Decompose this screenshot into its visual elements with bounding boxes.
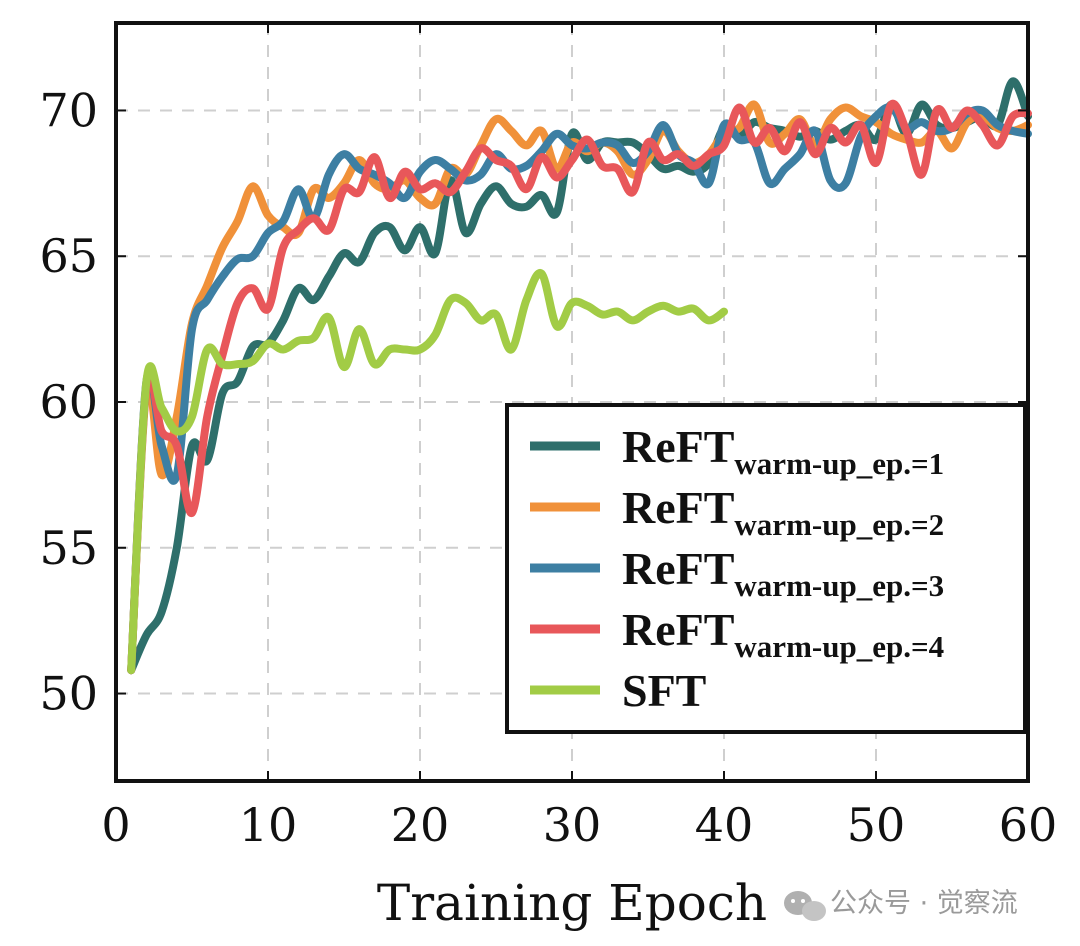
wechat-icon <box>784 891 826 921</box>
watermark: 公众号 · 觉察流 <box>784 888 1018 921</box>
series-line-sft <box>127 269 728 675</box>
legend-entry-label: ReFTwarm-up_ep.=1 <box>622 421 944 481</box>
axis-ticks: 0 10 20 30 40 50 60 50 55 60 65 70 <box>39 23 1057 852</box>
x-tick-label: 10 <box>239 798 298 852</box>
y-tick-label: 70 <box>39 83 98 137</box>
legend-entry-label: ReFTwarm-up_ep.=2 <box>622 482 944 542</box>
legend: ReFTwarm-up_ep.=1ReFTwarm-up_ep.=2ReFTwa… <box>505 403 1027 734</box>
legend-entry-label: ReFTwarm-up_ep.=3 <box>622 543 944 603</box>
x-tick-label: 40 <box>695 798 754 852</box>
y-tick-label: 60 <box>39 375 98 429</box>
x-tick-label: 50 <box>847 798 906 852</box>
y-tick-label: 55 <box>39 521 98 575</box>
legend-entry-label: ReFTwarm-up_ep.=4 <box>622 604 944 664</box>
watermark-text: 公众号 · 觉察流 <box>830 888 1018 919</box>
legend-entry-label: SFT <box>622 665 706 716</box>
y-tick-label: 65 <box>39 229 98 283</box>
x-tick-label: 0 <box>101 798 130 852</box>
series-layer <box>127 77 1032 675</box>
x-tick-label: 30 <box>543 798 602 852</box>
x-tick-label: 20 <box>391 798 450 852</box>
x-tick-label: 60 <box>999 798 1058 852</box>
series-line-reft-warm-up-ep-3 <box>127 103 1032 675</box>
y-tick-label: 50 <box>39 667 98 721</box>
x-axis-title: Training Epoch <box>377 874 767 932</box>
series-line-reft-warm-up-ep-4 <box>127 99 1032 675</box>
series-line-reft-warm-up-ep-1 <box>127 77 1032 675</box>
